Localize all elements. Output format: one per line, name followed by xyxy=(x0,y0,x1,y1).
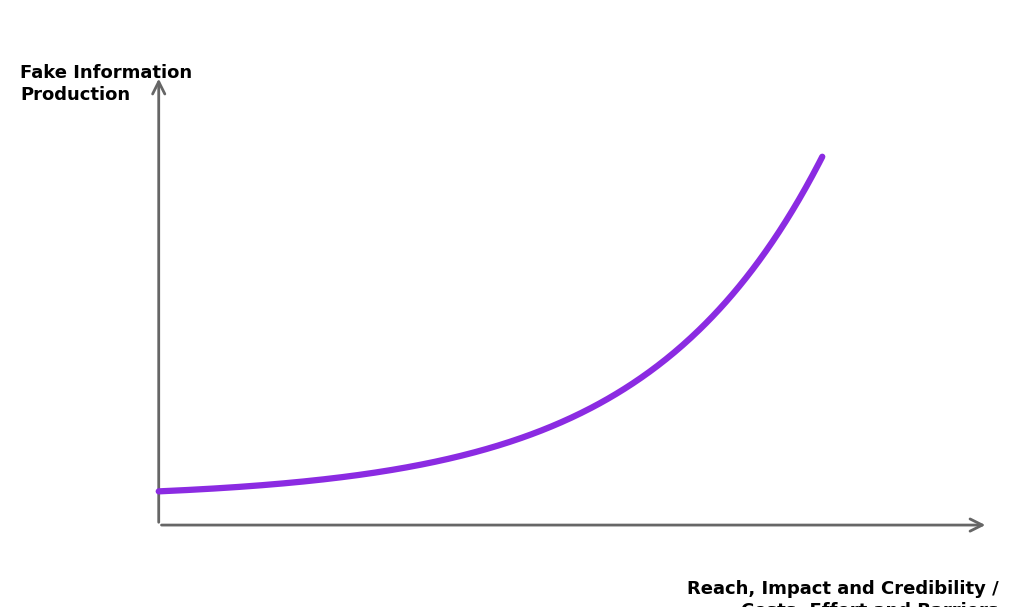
Text: Reach, Impact and Credibility /
Costs, Effort and Barriers: Reach, Impact and Credibility / Costs, E… xyxy=(687,580,998,607)
Text: Fake Information
Production: Fake Information Production xyxy=(20,64,193,104)
